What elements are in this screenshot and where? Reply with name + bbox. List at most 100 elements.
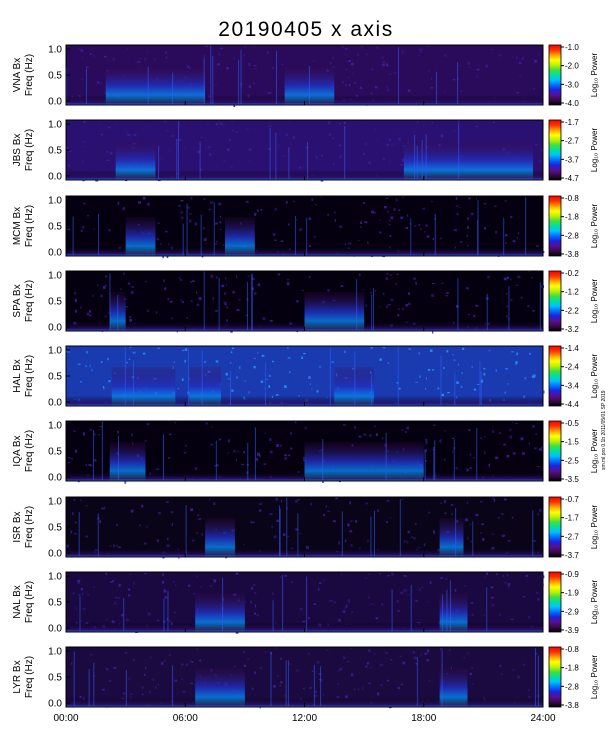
y-tick-label: 0.5	[48, 372, 62, 383]
panel-iqa: 0.0 0.5 1.0 IQA Bx Freq (Hz) -0.5 -1.5 -2.5 -3.5…	[12, 419, 599, 484]
y-axis-station: LYR Bx	[12, 660, 23, 693]
colorbar-tick-label: -4.4	[565, 400, 579, 409]
y-tick-label: 1.0	[48, 346, 62, 357]
y-axis-label: Freq (Hz)	[24, 581, 35, 623]
y-tick-label: 1.0	[48, 45, 62, 56]
colorbar-label: Log₁₀ Power	[590, 204, 599, 249]
colorbar-tick-label: -3.5	[565, 475, 579, 484]
colorbar-vna	[548, 44, 562, 106]
y-axis-station: VNA Bx	[12, 58, 23, 92]
colorbar-tick-label: -0.2	[565, 269, 579, 278]
y-axis-label: Freq (Hz)	[24, 355, 35, 397]
colorbar-nal	[548, 571, 562, 633]
colorbar-spa	[548, 270, 562, 332]
colorbar-lyr	[548, 646, 562, 708]
colorbar-tick-label: -1.7	[565, 514, 579, 523]
y-tick-label: 0.5	[48, 222, 62, 233]
y-axis-station: MCM Bx	[12, 207, 23, 245]
x-tick-label: 12:00	[292, 713, 317, 724]
colorbar-tick-label: -1.5	[565, 438, 579, 447]
colorbar-tick-label: -2.7	[565, 532, 579, 541]
y-tick-label: 0.5	[48, 297, 62, 308]
y-tick-label: 0.0	[48, 624, 62, 635]
colorbar-tick-label: -2.4	[565, 363, 579, 372]
y-tick-label: 0.0	[48, 699, 62, 710]
panel-nal: 0.0 0.5 1.0 NAL Bx Freq (Hz) -0.9 -1.9 -2.9 -3.9…	[12, 570, 599, 635]
colorbar-tick-label: -2.7	[565, 137, 579, 146]
y-axis-label: Freq (Hz)	[24, 280, 35, 322]
side-note-text: sm.ml.pro 0.1b 2011/05/01 SP 2019	[601, 390, 607, 470]
panel-isr: 0.0 0.5 1.0 ISR Bx Freq (Hz) -0.7 -1.7 -2.7 -3.7…	[12, 495, 599, 560]
y-axis-station: SPA Bx	[12, 284, 23, 317]
y-axis-label: Freq (Hz)	[24, 506, 35, 548]
colorbar-jbs	[548, 119, 562, 181]
colorbar-tick-label: -1.8	[565, 213, 579, 222]
panel-jbs: 0.0 0.5 1.0 JBS Bx Freq (Hz) -1.7 -2.7 -3.7 -4.7…	[12, 118, 599, 183]
colorbar-tick-label: -4.7	[565, 174, 579, 183]
side-note: sm.ml.pro 0.1b 2011/05/01 SP 2019	[601, 290, 611, 470]
y-axis-label: Freq (Hz)	[24, 129, 35, 171]
colorbar-tick-label: -1.9	[565, 589, 579, 598]
y-tick-label: 0.0	[48, 172, 62, 183]
y-axis-station: NAL Bx	[12, 585, 23, 619]
colorbar-tick-label: -3.4	[565, 381, 579, 390]
y-axis-station: ISR Bx	[12, 511, 23, 542]
colorbar-tick-label: -2.0	[565, 62, 579, 71]
y-tick-label: 0.5	[48, 598, 62, 609]
y-tick-label: 0.5	[48, 447, 62, 458]
colorbar-tick-label: -3.7	[565, 551, 579, 560]
colorbar-mcm	[548, 195, 562, 257]
colorbar-tick-label: -4.0	[565, 99, 579, 108]
y-tick-label: 1.0	[48, 120, 62, 131]
colorbar-label: Log₁₀ Power	[590, 279, 599, 324]
colorbar-tick-label: -3.7	[565, 155, 579, 164]
colorbar-tick-label: -1.8	[565, 664, 579, 673]
y-axis-label: Freq (Hz)	[24, 656, 35, 698]
x-tick-label: 24:00	[530, 713, 555, 724]
colorbar-tick-label: -0.9	[565, 570, 579, 579]
panel-lyr: 0.0 0.5 1.0 LYR Bx Freq (Hz) -0.8 -1.8 -2.8 -3.8…	[12, 645, 599, 710]
y-axis-station: JBS Bx	[12, 134, 23, 167]
colorbar-tick-label: -0.8	[565, 645, 579, 654]
y-tick-label: 0.0	[48, 323, 62, 334]
colorbar-label: Log₁₀ Power	[590, 53, 599, 98]
y-tick-label: 1.0	[48, 647, 62, 658]
panel-vna: 0.0 0.5 1.0 VNA Bx Freq (Hz) -1.0 -2.0 -3.0 -4.0…	[12, 43, 599, 108]
colorbar-tick-label: -3.0	[565, 80, 579, 89]
colorbar-tick-label: -3.8	[565, 701, 579, 710]
colorbar-label: Log₁₀ Power	[590, 505, 599, 550]
colorbar-tick-label: -2.2	[565, 306, 579, 315]
colorbar-label: Log₁₀ Power	[590, 580, 599, 625]
chart-title: 20190405 x axis	[218, 18, 394, 41]
y-tick-label: 1.0	[48, 421, 62, 432]
y-tick-label: 0.0	[48, 398, 62, 409]
y-axis-label: Freq (Hz)	[24, 54, 35, 96]
colorbar-label: Log₁₀ Power	[590, 655, 599, 700]
panel-spa: 0.0 0.5 1.0 SPA Bx Freq (Hz) -0.2 -1.2 -2.2 -3.2…	[12, 269, 599, 334]
colorbar-isr	[548, 496, 562, 558]
x-tick-label: 18:00	[411, 713, 436, 724]
colorbar-label: Log₁₀ Power	[590, 354, 599, 399]
y-tick-label: 1.0	[48, 196, 62, 207]
y-tick-label: 1.0	[48, 271, 62, 282]
y-axis-label: Freq (Hz)	[24, 430, 35, 472]
colorbar-tick-label: -3.9	[565, 626, 579, 635]
colorbar-tick-label: -1.2	[565, 288, 579, 297]
colorbar-tick-label: -1.0	[565, 43, 579, 52]
panel-hal: 0.0 0.5 1.0 HAL Bx Freq (Hz) -1.4 -2.4 -3.4 -4.4…	[12, 344, 599, 409]
colorbar-tick-label: -2.8	[565, 231, 579, 240]
colorbar-tick-label: -3.2	[565, 325, 579, 334]
colorbar-tick-label: -2.5	[565, 456, 579, 465]
colorbar-tick-label: -2.9	[565, 607, 579, 616]
y-tick-label: 0.5	[48, 71, 62, 82]
colorbar-tick-label: -0.5	[565, 419, 579, 428]
colorbar-tick-label: -0.7	[565, 495, 579, 504]
y-tick-label: 0.5	[48, 673, 62, 684]
colorbar-iqa	[548, 420, 562, 482]
y-axis-station: HAL Bx	[12, 359, 23, 393]
panel-mcm: 0.0 0.5 1.0 MCM Bx Freq (Hz) -0.8 -1.8 -2.8 -3.8…	[12, 194, 599, 259]
colorbar-tick-label: -2.8	[565, 682, 579, 691]
y-tick-label: 1.0	[48, 572, 62, 583]
colorbar-tick-label: -1.4	[565, 344, 579, 353]
